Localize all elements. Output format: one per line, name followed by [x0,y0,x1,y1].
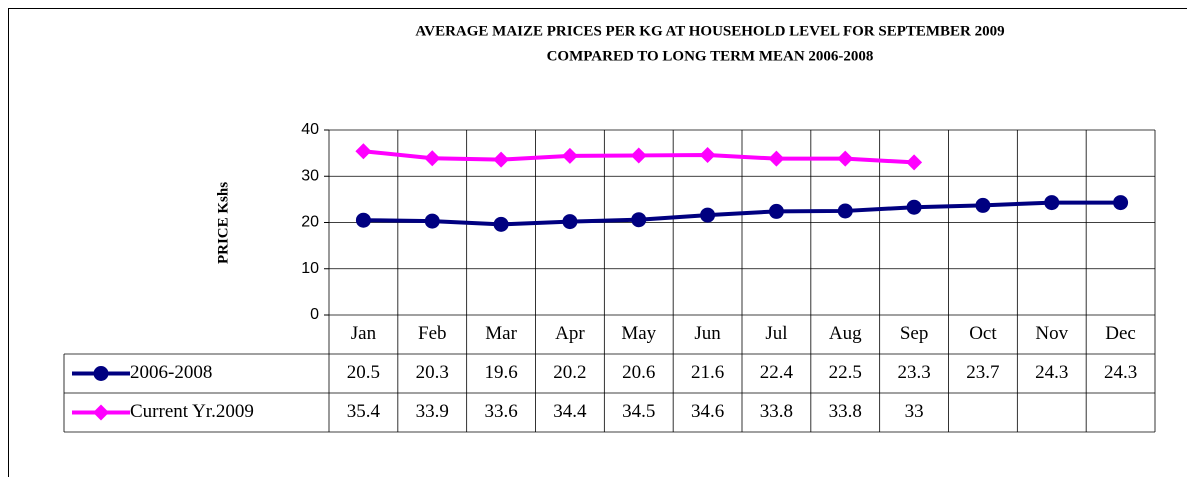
x-tick-label: Nov [1035,323,1068,344]
legend-label: 2006-2008 [130,362,212,383]
marker [93,366,109,381]
x-tick-label: Apr [555,323,585,344]
marker [1113,195,1129,211]
table-value: 34.5 [622,401,655,422]
chart-title: COMPARED TO LONG TERM MEAN 2006-2008 [547,48,874,64]
table-value: 33 [905,401,924,422]
x-tick-label: Sep [900,323,929,344]
table-value: 21.6 [691,362,724,383]
table-value: 34.6 [691,401,724,422]
marker [700,207,716,223]
marker [493,216,509,232]
marker [93,404,109,421]
table-value: 24.3 [1104,362,1137,383]
y-tick-label: 20 [301,214,319,231]
y-tick-label: 0 [310,306,319,323]
marker [699,146,716,163]
x-tick-label: May [621,323,656,344]
marker [768,150,785,167]
marker [837,203,853,219]
marker [562,214,578,230]
legend-label: Current Yr.2009 [130,401,254,422]
x-tick-label: Dec [1105,323,1136,344]
x-tick-label: Mar [485,323,517,344]
marker [631,212,647,228]
table-value: 33.6 [484,401,517,422]
table-value: 22.5 [829,362,862,383]
table-value: 20.5 [347,362,380,383]
marker [355,143,372,160]
marker [768,203,784,219]
y-tick-label: 10 [301,260,319,277]
marker [424,213,440,229]
y-tick-label: 30 [301,167,319,184]
marker [424,150,441,167]
marker [837,150,854,167]
y-axis-label: PRICE Kshs [215,182,231,264]
marker [975,197,991,213]
y-tick-label: 40 [301,121,319,138]
marker [906,154,923,171]
marker [561,147,578,164]
x-tick-label: Feb [418,323,447,344]
marker [906,199,922,215]
table-value: 33.9 [416,401,449,422]
table-value: 34.4 [553,401,587,422]
chart-title: AVERAGE MAIZE PRICES PER KG AT HOUSEHOLD… [415,23,1004,39]
table-value: 20.2 [553,362,586,383]
marker [1044,195,1060,211]
x-tick-label: Aug [829,323,862,344]
x-tick-label: Jun [694,323,721,344]
table-value: 24.3 [1035,362,1068,383]
marker [630,147,647,164]
x-tick-label: Jan [351,323,377,344]
x-tick-label: Jul [765,323,787,344]
table-value: 22.4 [760,362,794,383]
table-value: 20.3 [416,362,449,383]
table-value: 19.6 [484,362,517,383]
table-value: 33.8 [760,401,793,422]
marker [493,151,510,168]
marker [355,212,371,228]
table-value: 23.7 [966,362,999,383]
series-line [363,200,1121,227]
table-value: 33.8 [829,401,862,422]
x-tick-label: Oct [969,323,997,344]
table-value: 20.6 [622,362,655,383]
table-value: 35.4 [347,401,381,422]
table-value: 23.3 [897,362,930,383]
